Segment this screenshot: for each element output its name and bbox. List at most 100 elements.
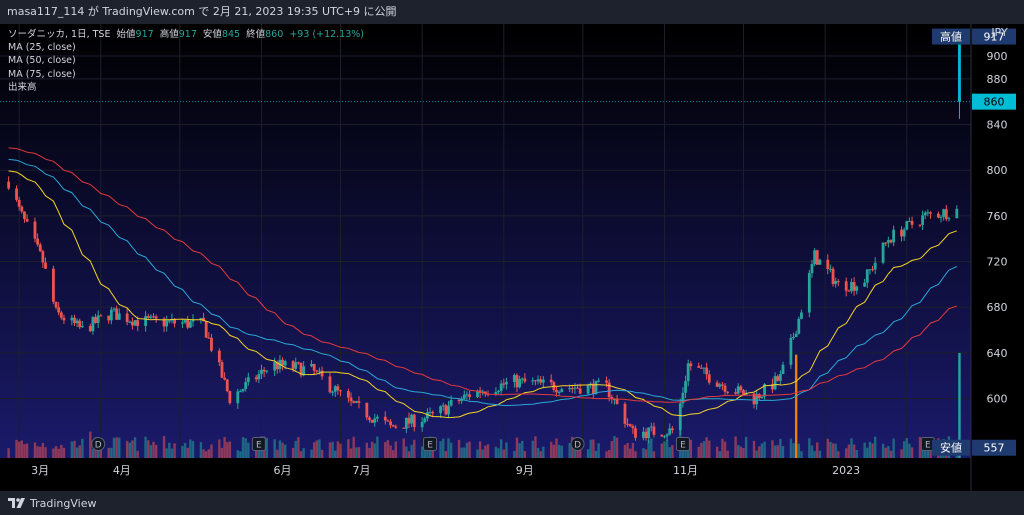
volume-bar [44, 447, 47, 458]
candle-body [826, 259, 830, 270]
legend-indicator-volume[interactable]: 出来高 [8, 81, 37, 93]
volume-bar [560, 445, 563, 458]
candle-body [773, 376, 777, 390]
time-axis[interactable]: 3月 4月 6月 7月 9月 11月 2023 [31, 464, 860, 477]
candle-body [591, 383, 595, 394]
price-tick-label: 880 [987, 73, 1008, 86]
volume-bar [334, 450, 337, 458]
legend-symbol[interactable]: ソーダニッカ, 1日, TSE [8, 29, 111, 40]
volume-bar [663, 441, 666, 458]
volume-bar [149, 445, 153, 458]
volume-bar [147, 440, 150, 458]
candle-body [536, 379, 540, 382]
earnings-marker-icon[interactable] [675, 437, 690, 451]
candle-body [115, 308, 119, 320]
candle-body [520, 378, 524, 380]
candle-body [647, 427, 651, 439]
candle-body [375, 416, 379, 419]
candle-body [207, 337, 211, 339]
candle-body [742, 390, 745, 396]
candle-body [99, 315, 103, 317]
volume-bar [162, 436, 166, 458]
dividend-marker-icon[interactable] [570, 437, 585, 451]
volume-bar [115, 437, 118, 458]
volume-bar [99, 447, 103, 458]
candle-body [757, 394, 761, 399]
legend-indicator-ma75[interactable]: MA (75, close) [8, 68, 76, 80]
volume-bar [239, 451, 242, 458]
candle-body [146, 316, 150, 318]
candle-body [328, 376, 332, 393]
candle-body [75, 320, 79, 324]
volume-bar [70, 441, 74, 458]
tradingview-logo[interactable]: TradingView [8, 496, 96, 510]
legend-open-value: 917 [135, 29, 154, 40]
candle-body [262, 369, 266, 372]
candle-body [871, 269, 874, 271]
volume-bar [863, 442, 866, 458]
price-axis[interactable]: 600 640 680 720 760 800 840 880 900 高値 917 860 安値 557 [932, 28, 1016, 456]
candle-body [173, 319, 176, 324]
candle-body [868, 269, 872, 271]
volume-bar [152, 441, 155, 458]
volume-bar [576, 446, 579, 458]
candle-body [515, 375, 519, 388]
volume-bar [73, 440, 76, 458]
volume-bar [715, 446, 719, 458]
candle-body [260, 369, 263, 375]
candle-body [407, 417, 411, 424]
candle-body [370, 419, 374, 423]
candle-body [815, 250, 819, 265]
candle-body [17, 199, 21, 207]
volume-bar [689, 439, 693, 458]
candle-body [265, 370, 269, 372]
candle-body [944, 209, 948, 219]
candle-body [33, 221, 37, 239]
volume-bar [542, 446, 545, 458]
candle-body [494, 391, 498, 395]
volume-bar [118, 437, 121, 458]
candle-body [626, 423, 629, 425]
volume-bar [623, 444, 627, 458]
candle-body [886, 240, 890, 243]
candle-body [665, 434, 669, 437]
volume-bar [552, 444, 556, 458]
candle-body [23, 211, 26, 219]
candle-body [844, 281, 848, 291]
volume-bar [331, 441, 334, 458]
volume-bar [207, 449, 211, 458]
volume-bar [89, 431, 92, 458]
candle-body [797, 318, 801, 334]
volume-bar [578, 447, 582, 458]
volume-bar [813, 450, 816, 458]
volume-bar [610, 440, 613, 458]
dividend-marker-icon[interactable] [91, 437, 106, 451]
candle-body [354, 401, 358, 403]
candle-body [807, 273, 811, 313]
volume-bar [818, 450, 822, 458]
legend-indicator-ma25[interactable]: MA (25, close) [8, 42, 76, 54]
volume-bar [847, 444, 851, 458]
candle-body [947, 218, 951, 220]
volume-bar [521, 440, 524, 458]
candle-body [217, 350, 221, 363]
high-marker [932, 28, 970, 45]
earnings-marker-icon[interactable] [423, 437, 438, 451]
volume-bar [7, 448, 10, 458]
time-tick-label: 11月 [673, 464, 698, 477]
volume-bar [773, 445, 777, 458]
candle-body [70, 317, 74, 321]
candle-body [684, 381, 687, 393]
volume-bar [17, 441, 21, 458]
earnings-marker-icon[interactable] [251, 437, 266, 451]
volume-bar [244, 438, 247, 458]
volume-bar [449, 442, 453, 458]
candle-body [610, 397, 614, 400]
currency-unit[interactable]: JPY [991, 26, 1008, 39]
volume-bar [855, 449, 858, 458]
legend-indicator-ma50[interactable]: MA (50, close) [8, 55, 76, 67]
volume-bar [405, 446, 408, 458]
candle-body [502, 383, 506, 385]
candle-body [549, 379, 553, 383]
